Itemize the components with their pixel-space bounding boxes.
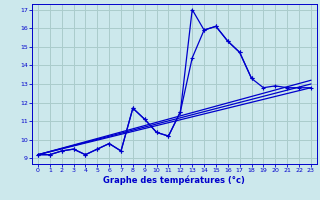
X-axis label: Graphe des températures (°c): Graphe des températures (°c) [103,176,245,185]
